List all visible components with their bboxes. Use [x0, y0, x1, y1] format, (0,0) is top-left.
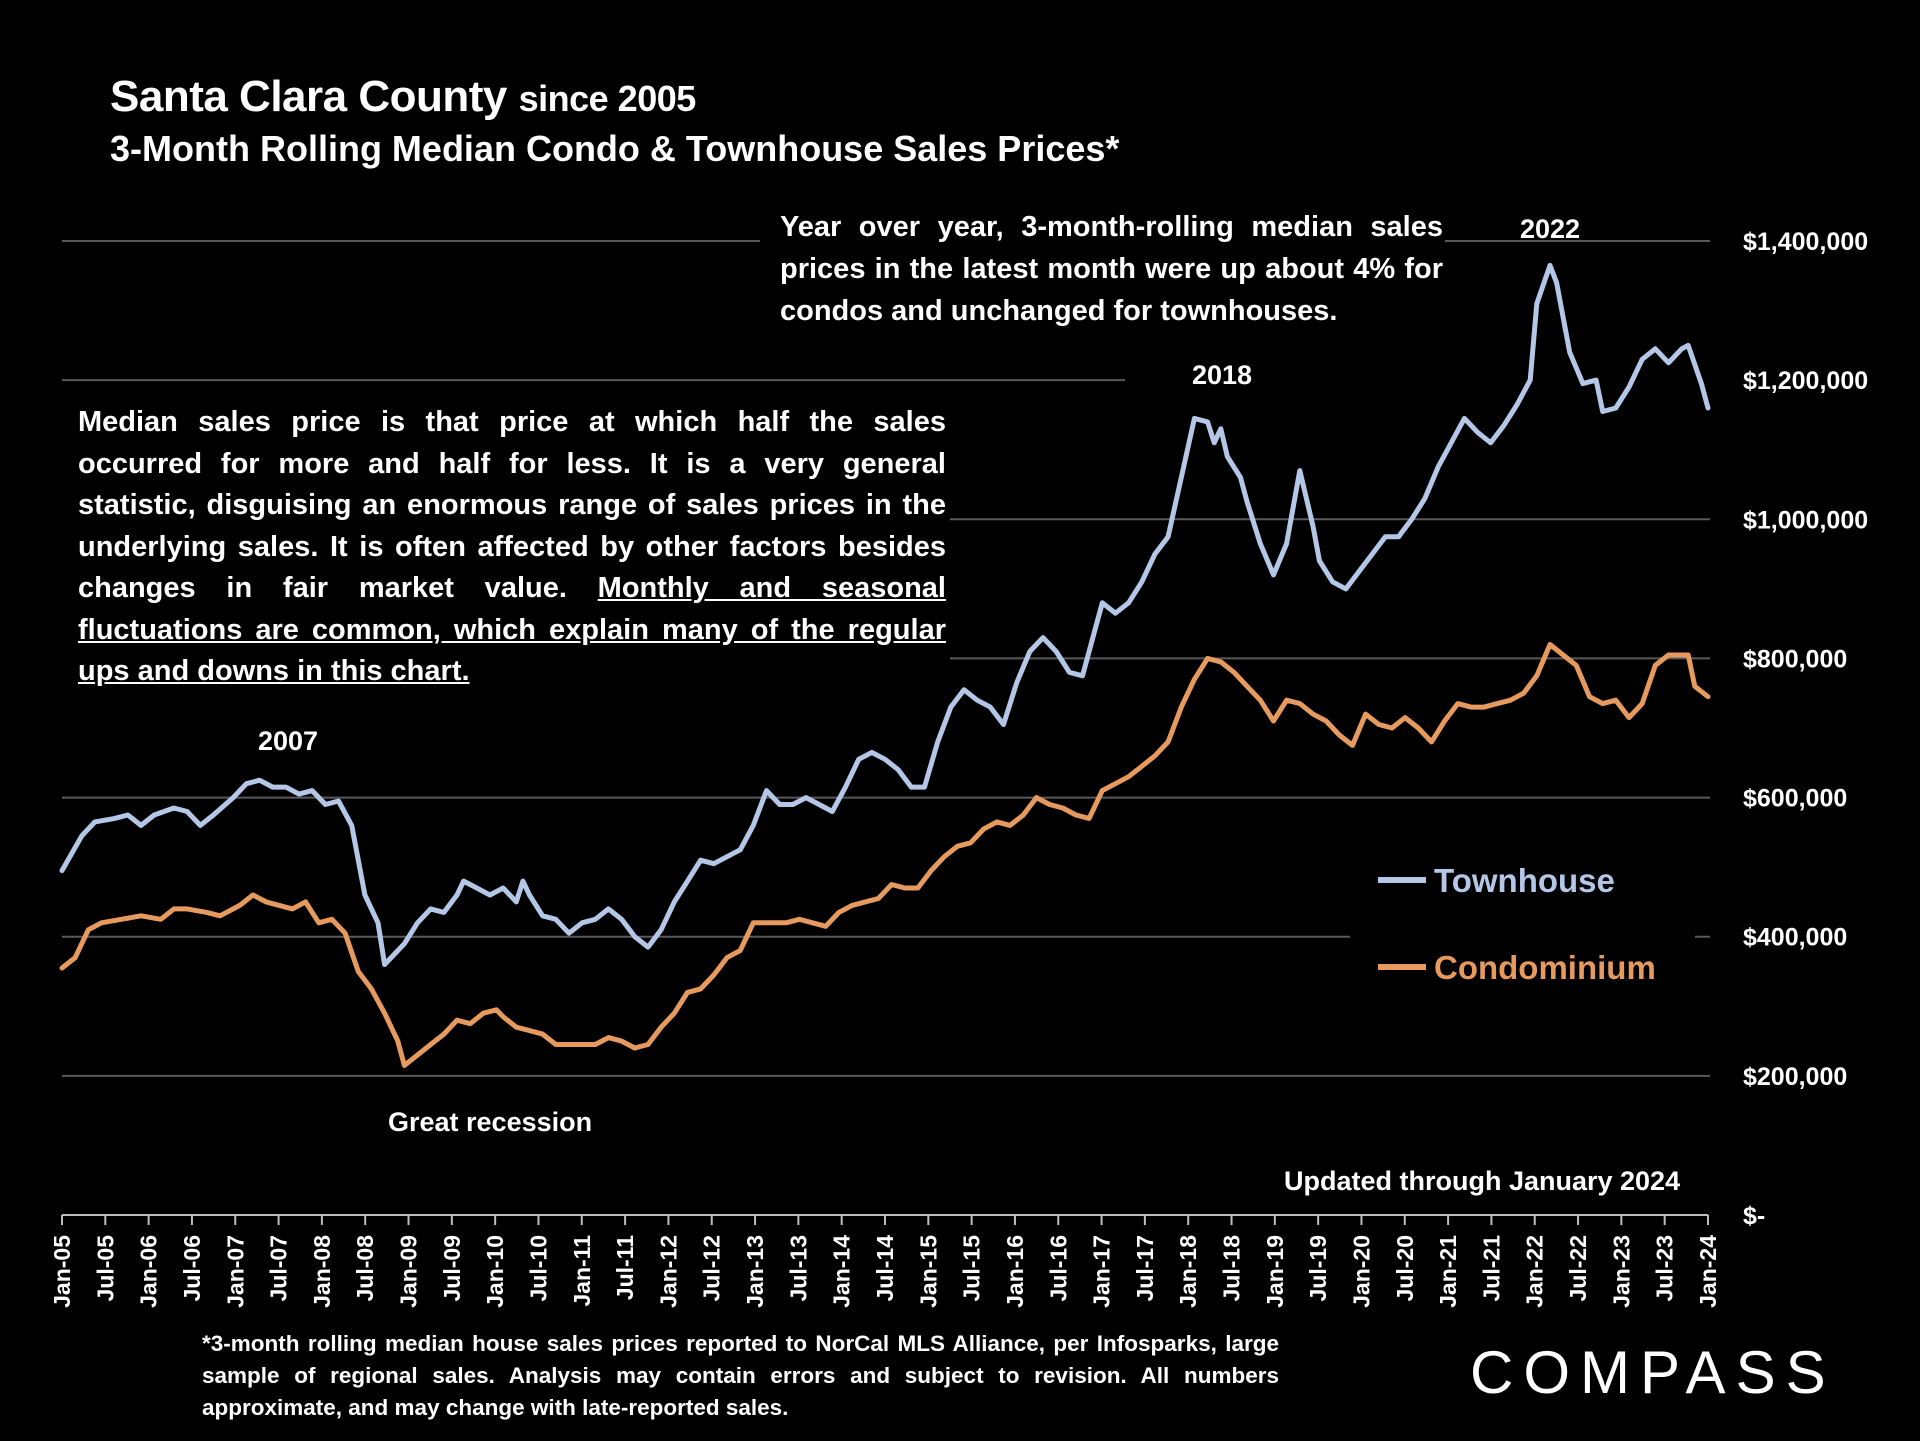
x-tick-label: Jan-18	[1175, 1235, 1201, 1308]
x-tick-label: Jan-07	[222, 1235, 248, 1308]
x-tick-label: Jan-15	[915, 1235, 941, 1308]
x-tick-label: Jan-12	[655, 1235, 681, 1308]
y-tick-label: $800,000	[1743, 645, 1847, 673]
peak-label-2007: 2007	[258, 726, 319, 756]
series-line-townhouse	[59, 262, 1711, 967]
x-tick-label: Jan-11	[569, 1235, 595, 1307]
compass-logo: COMPASS	[1470, 1338, 1836, 1407]
y-tick-label: $200,000	[1743, 1063, 1847, 1091]
x-tick-label: Jul-15	[959, 1235, 985, 1302]
x-tick-label: Jul-23	[1652, 1235, 1678, 1301]
peak-label-2022: 2022	[1520, 214, 1581, 244]
x-tick-label: Jul-09	[439, 1235, 465, 1301]
great-recession-label: Great recession	[388, 1107, 593, 1137]
yoy-note: Year over year, 3-month-rolling median s…	[780, 211, 1443, 327]
x-axis: Jan-05 Jul-05 Jan-06 Jul-06 Jan-07 Jul-07 Jan-…	[49, 1214, 1721, 1308]
x-tick-label: Jul-08	[352, 1235, 378, 1302]
x-tick-label: Jul-18	[1219, 1235, 1245, 1302]
x-tick-label: Jul-21	[1478, 1235, 1504, 1302]
x-tick-label: Jul-12	[699, 1235, 725, 1301]
x-tick-label: Jul-14	[872, 1235, 898, 1302]
page-title: Santa Clara County since 2005	[110, 72, 696, 122]
y-tick-label: $1,200,000	[1743, 367, 1868, 395]
x-tick-label: Jul-10	[525, 1235, 551, 1301]
x-tick-label: Jul-05	[92, 1235, 118, 1302]
x-tick-label: Jan-08	[309, 1235, 335, 1308]
x-tick-label: Jul-13	[785, 1235, 811, 1301]
x-tick-label: Jan-24	[1695, 1235, 1721, 1308]
x-tick-label: Jan-19	[1262, 1235, 1288, 1308]
x-tick-label: Jan-21	[1435, 1235, 1461, 1308]
x-tick-label: Jan-13	[742, 1235, 768, 1308]
series-lines	[59, 262, 1711, 1068]
footnote: *3-month rolling median house sales pric…	[202, 1331, 1279, 1420]
gridlines	[62, 240, 1710, 1077]
page-subtitle: 3-Month Rolling Median Condo & Townhouse…	[110, 128, 1120, 169]
x-tick-label: Jan-20	[1348, 1235, 1374, 1308]
x-tick-label: Jul-11	[612, 1235, 638, 1300]
y-tick-label: $1,000,000	[1743, 506, 1868, 534]
x-tick-label: Jan-14	[829, 1235, 855, 1308]
x-tick-label: Jan-23	[1608, 1235, 1634, 1308]
y-tick-label: $600,000	[1743, 785, 1847, 813]
y-axis-labels: $- $200,000 $400,000 $600,000 $800,000 $1,000…	[1743, 228, 1868, 1230]
x-tick-label: Jul-19	[1305, 1235, 1331, 1301]
x-tick-label: Jul-17	[1132, 1235, 1158, 1301]
x-tick-label: Jul-06	[179, 1235, 205, 1301]
median-note-text: Median sales price is that price at whic…	[78, 406, 946, 604]
x-tick-label: Jan-10	[482, 1235, 508, 1308]
legend-label-condominium: Condominium	[1434, 949, 1656, 986]
updated-through-label: Updated through January 2024	[1284, 1166, 1681, 1196]
x-tick-label: Jan-05	[49, 1235, 75, 1308]
series-line-condominium	[59, 642, 1711, 1068]
x-tick-label: Jan-09	[396, 1235, 422, 1308]
y-tick-label: $-	[1743, 1202, 1765, 1230]
x-tick-label: Jan-06	[136, 1235, 162, 1308]
x-tick-label: Jan-17	[1089, 1235, 1115, 1308]
compass-logo-text: COMPASS	[1470, 1339, 1836, 1406]
peak-label-2018: 2018	[1192, 360, 1253, 390]
x-tick-label: Jan-16	[1002, 1235, 1028, 1308]
title-main: Santa Clara County	[110, 72, 507, 121]
title-suffix: since 2005	[518, 78, 697, 119]
x-tick-label: Jul-20	[1392, 1235, 1418, 1301]
x-tick-label: Jul-16	[1045, 1235, 1071, 1301]
x-tick-label: Jul-07	[266, 1235, 292, 1301]
y-tick-label: $1,400,000	[1743, 228, 1868, 256]
legend-label-townhouse: Townhouse	[1434, 862, 1615, 899]
median-note: Median sales price is that price at whic…	[78, 402, 946, 693]
y-tick-label: $400,000	[1743, 924, 1847, 952]
legend: Townhouse Condominium	[1378, 862, 1656, 986]
x-tick-label: Jan-22	[1522, 1235, 1548, 1308]
median-note-underlined: Monthly and seasonal fluctuations are co…	[78, 572, 946, 687]
x-tick-label: Jul-22	[1565, 1235, 1591, 1301]
